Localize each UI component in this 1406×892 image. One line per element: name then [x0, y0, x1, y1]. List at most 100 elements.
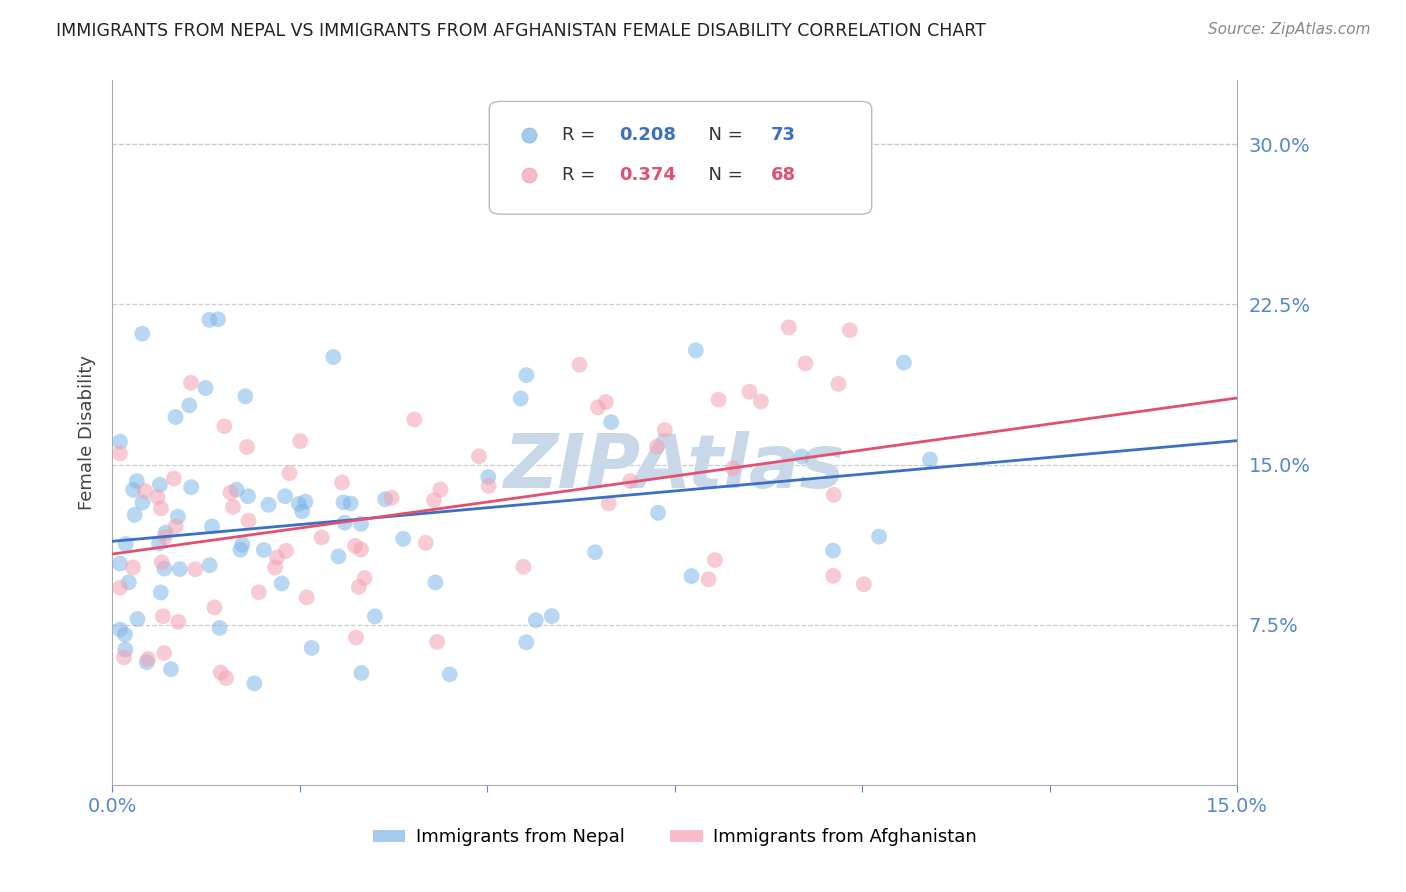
Point [225, 483, 247, 497]
Point [344, 539, 367, 553]
Text: Source: ZipAtlas.com: Source: ZipAtlas.com [1208, 22, 1371, 37]
Point [198, 558, 221, 573]
Point [647, 506, 669, 520]
FancyBboxPatch shape [489, 102, 872, 214]
Text: R =: R = [562, 127, 602, 145]
Point [204, 600, 226, 615]
Point [439, 667, 461, 681]
Point [515, 635, 537, 649]
Point [274, 489, 297, 503]
Point [114, 642, 136, 657]
Point [350, 665, 373, 680]
Point [122, 560, 145, 574]
Point [236, 440, 259, 454]
Y-axis label: Female Disability: Female Disability [77, 355, 96, 510]
Point [364, 609, 387, 624]
Point [540, 609, 562, 624]
Point [108, 557, 131, 571]
Point [295, 591, 318, 605]
Point [404, 412, 426, 426]
Point [893, 355, 915, 369]
Point [266, 550, 288, 565]
Point [330, 475, 353, 490]
Point [707, 392, 730, 407]
Point [838, 323, 860, 337]
Point [194, 381, 217, 395]
Point [152, 609, 174, 624]
Point [198, 313, 221, 327]
Point [163, 471, 186, 485]
Point [425, 575, 447, 590]
Point [153, 530, 176, 544]
Point [301, 640, 323, 655]
Point [131, 495, 153, 509]
Point [231, 537, 253, 551]
Point [136, 652, 159, 666]
Point [685, 343, 707, 358]
Point [278, 466, 301, 480]
Point [568, 358, 591, 372]
Point [823, 488, 845, 502]
Point [222, 500, 245, 514]
Point [149, 477, 172, 491]
Point [150, 501, 173, 516]
Text: R =: R = [562, 167, 602, 185]
Point [229, 542, 252, 557]
Point [583, 545, 606, 559]
Point [619, 474, 641, 488]
Point [600, 415, 623, 429]
Point [512, 559, 534, 574]
Point [778, 320, 800, 334]
Point [118, 575, 141, 590]
Point [169, 562, 191, 576]
Point [165, 410, 187, 425]
Text: N =: N = [697, 167, 749, 185]
Point [165, 519, 187, 533]
Text: 0.208: 0.208 [619, 127, 676, 145]
Point [794, 356, 817, 370]
Point [333, 516, 356, 530]
Text: 68: 68 [770, 167, 796, 185]
Point [215, 671, 238, 685]
Point [153, 561, 176, 575]
Point [374, 492, 396, 507]
Point [704, 553, 727, 567]
Point [827, 376, 849, 391]
Point [148, 536, 170, 550]
Point [150, 555, 173, 569]
Point [131, 326, 153, 341]
Point [350, 516, 373, 531]
Point [353, 571, 375, 585]
Point [509, 392, 531, 406]
Point [322, 350, 344, 364]
Point [238, 514, 260, 528]
Point [124, 508, 146, 522]
Point [515, 368, 537, 383]
Point [122, 483, 145, 497]
Point [108, 434, 131, 449]
Point [821, 543, 844, 558]
Point [167, 615, 190, 629]
Point [125, 474, 148, 488]
Point [586, 401, 609, 415]
Point [180, 480, 202, 494]
Point [423, 493, 446, 508]
Point [478, 479, 501, 493]
Point [108, 446, 131, 460]
Text: 73: 73 [770, 127, 796, 145]
Point [823, 568, 845, 582]
Point [477, 470, 499, 484]
Point [645, 440, 668, 454]
Point [233, 389, 256, 403]
Point [328, 549, 350, 564]
Point [201, 519, 224, 533]
Point [347, 580, 370, 594]
Point [274, 544, 297, 558]
Point [918, 452, 941, 467]
Legend: Immigrants from Nepal, Immigrants from Afghanistan: Immigrants from Nepal, Immigrants from A… [366, 821, 984, 854]
Point [207, 312, 229, 326]
Point [108, 581, 131, 595]
Text: IMMIGRANTS FROM NEPAL VS IMMIGRANTS FROM AFGHANISTAN FEMALE DISABILITY CORRELATI: IMMIGRANTS FROM NEPAL VS IMMIGRANTS FROM… [56, 22, 986, 40]
Point [288, 497, 311, 511]
Point [155, 525, 177, 540]
